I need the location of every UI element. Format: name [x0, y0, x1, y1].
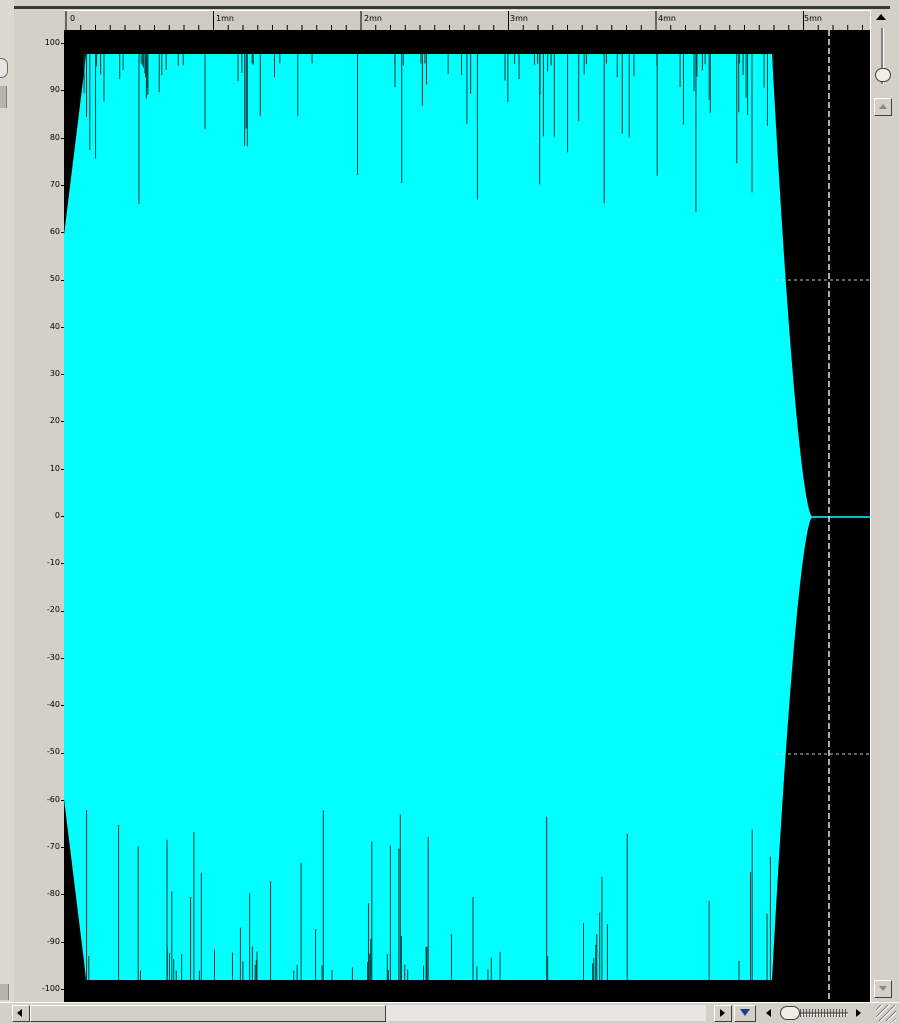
- ruler-label-5mn: 5mn: [804, 14, 822, 23]
- axis-tick-neg10: -10: [14, 558, 60, 568]
- horizontal-zoom-scale: [800, 1009, 848, 1017]
- axis-tick-neg80: -80: [14, 889, 60, 899]
- top-frame: [0, 0, 899, 10]
- ruler-label-2mn: 2mn: [364, 14, 382, 23]
- axis-tick-neg60: -60: [14, 795, 60, 805]
- play-button[interactable]: [714, 1005, 732, 1022]
- zoom-in-icon[interactable]: [856, 1009, 861, 1017]
- axis-tick-neg30: -30: [14, 653, 60, 663]
- axis-tick-50: 50: [14, 274, 60, 284]
- axis-tick-neg90: -90: [14, 937, 60, 947]
- axis-tick-40: 40: [14, 322, 60, 332]
- triangle-up-icon: [879, 104, 887, 109]
- axis-tick-10: 10: [14, 464, 60, 474]
- axis-tick-neg70: -70: [14, 842, 60, 852]
- amplitude-axis: 100 90 80 70 60 50 40 30 20 10 0 -10 -20…: [14, 30, 64, 1002]
- vertical-scrollbar[interactable]: [870, 10, 893, 1002]
- waveform-canvas: [64, 30, 870, 1002]
- play-icon: [720, 1009, 725, 1017]
- axis-tick-60: 60: [14, 227, 60, 237]
- axis-tick-neg100: -100: [14, 984, 60, 994]
- vertical-zoom-thumb[interactable]: [875, 68, 891, 82]
- ruler-label-1mn: 1mn: [216, 14, 234, 23]
- horizontal-scrollbar[interactable]: [0, 1002, 899, 1023]
- horizontal-scroll-thumb[interactable]: [30, 1005, 386, 1022]
- resize-grip[interactable]: [876, 1005, 896, 1021]
- axis-tick-20: 20: [14, 416, 60, 426]
- triangle-down-icon: [879, 986, 887, 991]
- scroll-left-button[interactable]: [12, 1005, 30, 1022]
- axis-tick-neg20: -20: [14, 605, 60, 615]
- waveform-display[interactable]: [64, 30, 870, 1002]
- up-arrow-icon[interactable]: [876, 14, 886, 20]
- ruler-label-4mn: 4mn: [658, 14, 676, 23]
- axis-tick-70: 70: [14, 180, 60, 190]
- waveform-envelope: [64, 54, 812, 980]
- axis-tick-neg50: -50: [14, 747, 60, 757]
- left-panel-corner: [0, 984, 9, 1000]
- axis-tick-0: 0: [14, 511, 60, 521]
- ruler-label-3mn: 3mn: [510, 14, 528, 23]
- time-ruler-ticks: [64, 11, 870, 31]
- axis-tick-30: 30: [14, 369, 60, 379]
- dropdown-button[interactable]: [734, 1005, 756, 1022]
- horizontal-zoom-thumb[interactable]: [780, 1006, 800, 1020]
- axis-tick-80: 80: [14, 133, 60, 143]
- chevron-down-icon: [740, 1009, 750, 1016]
- left-arrow-icon: [17, 1009, 22, 1017]
- scroll-down-button[interactable]: [874, 980, 892, 998]
- top-frame-line: [14, 6, 890, 9]
- scroll-up-button[interactable]: [874, 98, 892, 116]
- zoom-out-icon[interactable]: [766, 1009, 771, 1017]
- axis-tick-100: 100: [14, 38, 60, 48]
- vertical-zoom-handle[interactable]: [0, 58, 8, 78]
- left-panel-button[interactable]: [0, 86, 7, 108]
- time-ruler[interactable]: 0 1mn 2mn 3mn 4mn 5mn: [64, 10, 870, 32]
- left-panel-edge: [0, 0, 14, 1004]
- vertical-zoom-slider[interactable]: [875, 28, 889, 84]
- ruler-label-0: 0: [70, 14, 75, 23]
- axis-tick-neg40: -40: [14, 700, 60, 710]
- axis-tick-90: 90: [14, 85, 60, 95]
